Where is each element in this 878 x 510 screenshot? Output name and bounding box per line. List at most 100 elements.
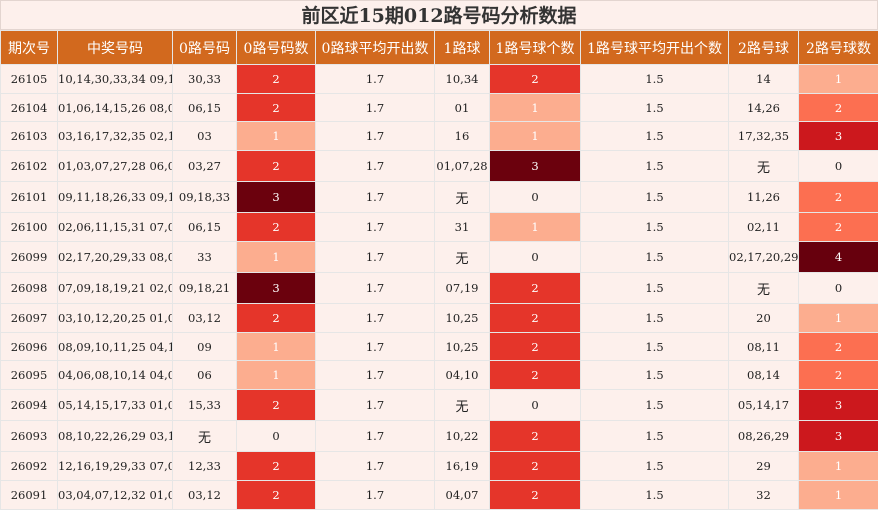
route0-count-cell: 1 [237, 242, 316, 273]
route1-avg-cell: 1.5 [581, 361, 729, 390]
route1-count-cell: 2 [490, 421, 581, 452]
issue-cell: 26102 [1, 151, 58, 182]
numbers-cell: 08,10,22,26,29 03,10 [58, 421, 173, 452]
route0-count-cell: 2 [237, 94, 316, 122]
route1-count-cell: 0 [490, 242, 581, 273]
route1-avg-cell: 1.5 [581, 304, 729, 333]
route2-count-cell: 3 [799, 390, 878, 421]
route1-count-cell: 2 [490, 452, 581, 481]
route0-avg-cell: 1.7 [316, 273, 435, 304]
route0-avg-cell: 1.7 [316, 182, 435, 213]
route0-avg-cell: 1.7 [316, 242, 435, 273]
issue-cell: 26094 [1, 390, 58, 421]
numbers-cell: 12,16,19,29,33 07,09 [58, 452, 173, 481]
route1-cell: 16 [435, 122, 490, 151]
route1-avg-cell: 1.5 [581, 122, 729, 151]
route0-cell: 09,18,33 [173, 182, 237, 213]
route2-count-cell: 2 [799, 213, 878, 242]
route2-cell: 02,11 [729, 213, 799, 242]
header-route0-count: 0路号码数 [237, 31, 316, 65]
route1-count-cell: 0 [490, 182, 581, 213]
route0-count-cell: 1 [237, 333, 316, 361]
route2-cell: 32 [729, 481, 799, 510]
route0-avg-cell: 1.7 [316, 333, 435, 361]
route1-count-cell: 2 [490, 333, 581, 361]
route1-count-cell: 2 [490, 65, 581, 94]
route0-avg-cell: 1.7 [316, 481, 435, 510]
route0-count-cell: 2 [237, 481, 316, 510]
route1-cell: 10,25 [435, 304, 490, 333]
route0-cell: 12,33 [173, 452, 237, 481]
route2-count-cell: 1 [799, 65, 878, 94]
route0-count-cell: 2 [237, 452, 316, 481]
route1-cell: 01,07,28 [435, 151, 490, 182]
numbers-cell: 03,10,12,20,25 01,09 [58, 304, 173, 333]
numbers-cell: 01,06,14,15,26 08,09 [58, 94, 173, 122]
route1-cell: 10,25 [435, 333, 490, 361]
route2-cell: 29 [729, 452, 799, 481]
route1-avg-cell: 1.5 [581, 213, 729, 242]
numbers-cell: 07,09,18,19,21 02,09 [58, 273, 173, 304]
route1-cell: 无 [435, 390, 490, 421]
route0-avg-cell: 1.7 [316, 304, 435, 333]
route1-avg-cell: 1.5 [581, 390, 729, 421]
route0-avg-cell: 1.7 [316, 390, 435, 421]
route0-avg-cell: 1.7 [316, 361, 435, 390]
route2-count-cell: 2 [799, 94, 878, 122]
route0-avg-cell: 1.7 [316, 151, 435, 182]
issue-cell: 26101 [1, 182, 58, 213]
route0-avg-cell: 1.7 [316, 421, 435, 452]
numbers-cell: 01,03,07,27,28 06,07 [58, 151, 173, 182]
header-route0-avg: 0路球平均开出数 [316, 31, 435, 65]
route1-count-cell: 2 [490, 273, 581, 304]
issue-cell: 26103 [1, 122, 58, 151]
route1-count-cell: 1 [490, 122, 581, 151]
route0-avg-cell: 1.7 [316, 122, 435, 151]
route0-cell: 33 [173, 242, 237, 273]
numbers-cell: 03,16,17,32,35 02,12 [58, 122, 173, 151]
route1-avg-cell: 1.5 [581, 333, 729, 361]
issue-cell: 26091 [1, 481, 58, 510]
route0-cell: 09,18,21 [173, 273, 237, 304]
header-route0: 0路号码 [173, 31, 237, 65]
route1-cell: 无 [435, 242, 490, 273]
route2-count-cell: 0 [799, 151, 878, 182]
issue-cell: 26100 [1, 213, 58, 242]
route2-cell: 14 [729, 65, 799, 94]
page-title: 前区近15期012路号码分析数据 [0, 0, 878, 30]
route1-avg-cell: 1.5 [581, 65, 729, 94]
route0-cell: 15,33 [173, 390, 237, 421]
route0-avg-cell: 1.7 [316, 452, 435, 481]
route1-count-cell: 2 [490, 361, 581, 390]
route2-cell: 17,32,35 [729, 122, 799, 151]
route1-avg-cell: 1.5 [581, 242, 729, 273]
route0-count-cell: 2 [237, 151, 316, 182]
route1-avg-cell: 1.5 [581, 151, 729, 182]
route0-cell: 06,15 [173, 213, 237, 242]
route2-count-cell: 3 [799, 421, 878, 452]
route0-count-cell: 0 [237, 421, 316, 452]
route0-cell: 03 [173, 122, 237, 151]
numbers-cell: 08,09,10,11,25 04,12 [58, 333, 173, 361]
route1-count-cell: 1 [490, 94, 581, 122]
header-numbers: 中奖号码 [58, 31, 173, 65]
route0-count-cell: 1 [237, 361, 316, 390]
route2-cell: 无 [729, 273, 799, 304]
route1-cell: 10,34 [435, 65, 490, 94]
numbers-cell: 09,11,18,26,33 09,11 [58, 182, 173, 213]
route0-count-cell: 2 [237, 304, 316, 333]
route0-cell: 03,12 [173, 304, 237, 333]
header-route1-count: 1路号球个数 [490, 31, 581, 65]
issue-cell: 26093 [1, 421, 58, 452]
route1-cell: 31 [435, 213, 490, 242]
route1-count-cell: 0 [490, 390, 581, 421]
route1-avg-cell: 1.5 [581, 94, 729, 122]
